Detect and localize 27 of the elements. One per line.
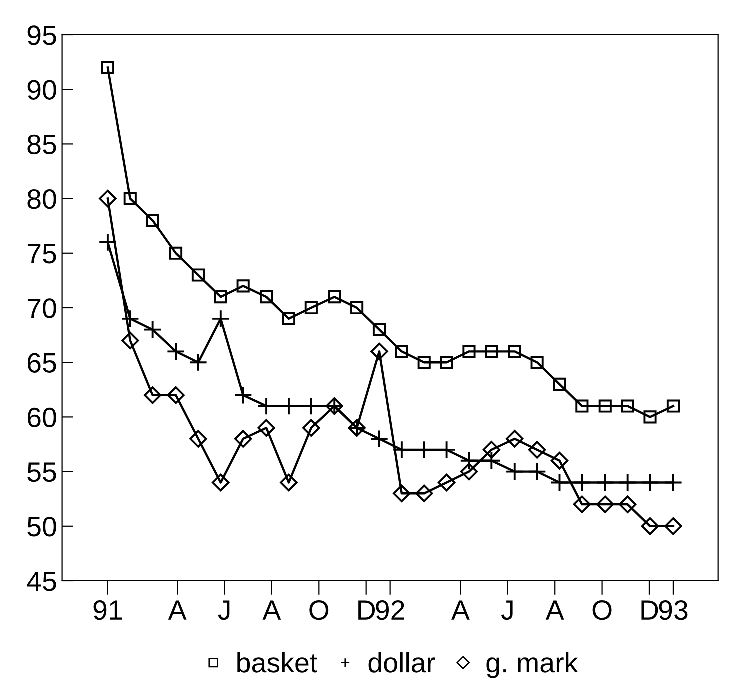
x-tick-label: A (546, 600, 564, 620)
y-tick-label: 45 (27, 572, 56, 592)
y-tick-label: 85 (28, 134, 56, 155)
y-tick-label: 95 (28, 26, 56, 46)
legend-label: dollar (368, 652, 436, 673)
x-tick-label: 93 (659, 600, 688, 620)
legend-label: basket (238, 652, 318, 673)
y-tick-label: 60 (28, 408, 56, 428)
x-tick-label: J (501, 600, 513, 620)
x-tick-label: 91 (94, 600, 122, 620)
x-tick-label: D (642, 600, 658, 620)
x-tick-label: A (262, 600, 282, 620)
x-tick-label: A (168, 600, 187, 620)
x-tick-label: D (358, 600, 376, 620)
y-tick-label: 75 (28, 244, 56, 264)
x-tick-label: 92 (376, 600, 404, 620)
y-tick-label: 55 (28, 462, 56, 482)
y-tick-label: 80 (28, 189, 56, 210)
x-tick-label: J (218, 600, 230, 620)
x-tick-label: O (310, 600, 329, 620)
legend-label: g. mark (486, 652, 578, 678)
y-tick-label: 70 (28, 298, 56, 318)
x-tick-label: A (452, 600, 470, 620)
y-tick-label: 65 (28, 353, 56, 373)
y-tick-label: 90 (28, 80, 56, 100)
x-tick-label: O (592, 600, 612, 620)
y-tick-label: 50 (28, 517, 56, 537)
